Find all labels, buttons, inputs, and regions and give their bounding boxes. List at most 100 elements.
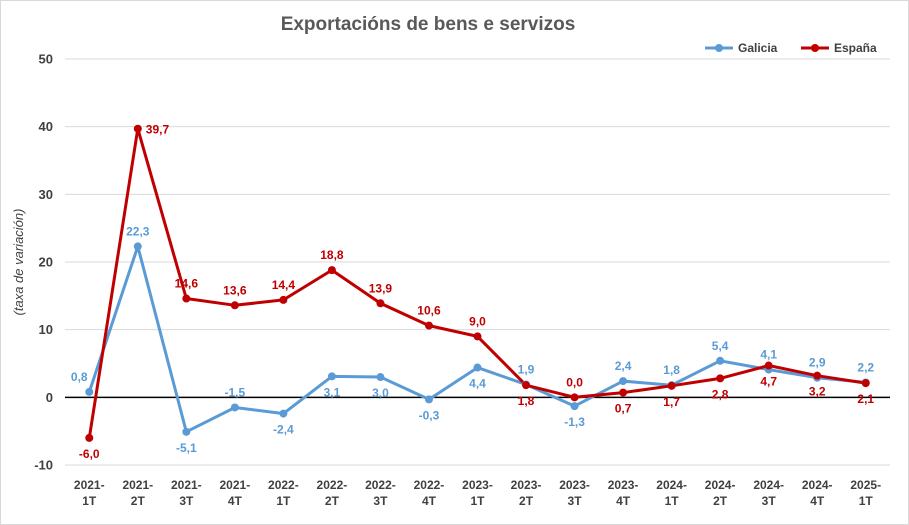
gridlines <box>65 58 890 466</box>
x-tick-label-quarter: 4T <box>810 494 825 508</box>
data-label-espana: 39,7 <box>146 123 170 137</box>
x-axis-ticks: 2021- 1T 2021- 2T 2021- 3T 2021- 4T 2022- 1T 2022-… <box>74 478 881 508</box>
y-tick-label: 10 <box>39 322 53 337</box>
data-point-galicia <box>473 363 482 372</box>
data-label-galicia: 2,4 <box>615 359 632 373</box>
data-point-españa <box>376 299 385 308</box>
data-label-galicia: -1,5 <box>225 385 246 399</box>
x-tick-label-quarter: 1T <box>665 494 680 508</box>
x-tick-label-quarter: 4T <box>616 494 631 508</box>
x-tick-label-quarter: 1T <box>276 494 291 508</box>
data-label-galicia: 5,4 <box>712 339 729 353</box>
x-tick-label-quarter: 3T <box>373 494 388 508</box>
data-label-espana: 4,7 <box>760 375 777 389</box>
data-point-galicia <box>182 427 191 436</box>
data-label-espana: 1,8 <box>518 394 535 408</box>
legend-label-galicia: Galicia <box>738 41 778 55</box>
data-point-galicia <box>376 373 385 382</box>
data-label-espana: 10,6 <box>417 304 441 318</box>
data-label-espana: -6,0 <box>79 447 100 461</box>
x-tick-label-year: 2022- <box>365 478 396 492</box>
series-line-españa <box>87 127 866 439</box>
x-tick-label-quarter: 2T <box>713 494 728 508</box>
data-label-galicia: 3,1 <box>324 385 341 399</box>
series-lines <box>87 127 866 439</box>
data-point-españa <box>424 321 433 330</box>
data-point-españa <box>619 388 628 397</box>
data-point-españa <box>716 374 725 383</box>
data-point-españa <box>861 379 870 388</box>
x-tick-label-year: 2021- <box>171 478 202 492</box>
data-point-españa <box>813 371 822 380</box>
y-tick-label: 50 <box>39 52 53 67</box>
data-label-espana: 2,8 <box>712 387 729 401</box>
data-point-galicia <box>85 387 94 396</box>
legend-marker-españa <box>811 44 819 52</box>
data-label-galicia: 4,1 <box>760 348 777 362</box>
data-label-galicia: 1,8 <box>663 363 680 377</box>
data-label-galicia: 0,8 <box>71 370 88 384</box>
x-tick-label-quarter: 3T <box>568 494 583 508</box>
data-labels: 0,8 -6,0 22,3 39,7 -5,1 14,6 -1,5 13,6 -2,4 14,4 3… <box>71 123 874 461</box>
data-label-espana: 0,7 <box>615 402 632 416</box>
y-tick-label: 40 <box>39 119 53 134</box>
data-label-espana: 14,6 <box>175 277 199 291</box>
x-tick-label-year: 2021- <box>74 478 105 492</box>
x-tick-label-year: 2022- <box>268 478 299 492</box>
x-tick-label-year: 2023- <box>511 478 542 492</box>
x-tick-label-year: 2022- <box>317 478 348 492</box>
legend: Galicia España <box>705 41 877 55</box>
data-label-espana: 14,4 <box>272 278 296 292</box>
data-label-espana: 1,7 <box>663 395 680 409</box>
legend-marker-galicia <box>715 44 723 52</box>
data-point-españa <box>133 124 142 133</box>
data-label-espana: 13,6 <box>223 283 247 297</box>
data-label-galicia: 1,9 <box>518 362 535 376</box>
data-label-espana: 13,9 <box>369 281 393 295</box>
x-tick-label-quarter: 4T <box>228 494 243 508</box>
data-label-galicia: -5,1 <box>176 441 197 455</box>
data-point-españa <box>667 381 676 390</box>
y-axis-ticks: -10 0 10 20 30 40 50 <box>34 52 53 473</box>
x-tick-label-year: 2023- <box>559 478 590 492</box>
y-tick-label: 0 <box>46 390 53 405</box>
series-points <box>85 124 870 442</box>
data-label-galicia: -1,3 <box>564 415 585 429</box>
y-axis-label: (taxa de variación) <box>11 209 26 316</box>
x-tick-label-year: 2025- <box>850 478 881 492</box>
data-label-galicia: 4,4 <box>469 377 486 391</box>
data-point-españa <box>85 433 94 442</box>
x-tick-label-year: 2021- <box>122 478 153 492</box>
data-point-españa <box>522 381 531 390</box>
x-tick-label-year: 2021- <box>220 478 251 492</box>
y-tick-label: -10 <box>34 458 53 473</box>
data-label-galicia: 2,2 <box>857 360 874 374</box>
x-tick-label-quarter: 1T <box>470 494 485 508</box>
x-tick-label-quarter: 1T <box>859 494 874 508</box>
x-tick-label-year: 2024- <box>705 478 736 492</box>
data-point-españa <box>764 361 773 370</box>
data-point-españa <box>570 393 579 402</box>
data-point-galicia <box>230 403 239 412</box>
x-tick-label-quarter: 3T <box>179 494 194 508</box>
data-label-galicia: 3,0 <box>372 386 389 400</box>
data-label-espana: 2,1 <box>857 392 874 406</box>
data-label-espana: 0,0 <box>566 375 583 389</box>
data-point-galicia <box>716 356 725 365</box>
data-label-galicia: -2,4 <box>273 423 294 437</box>
y-tick-label: 30 <box>39 187 53 202</box>
legend-label-españa: España <box>834 41 877 55</box>
data-point-galicia <box>619 377 628 386</box>
x-tick-label-year: 2024- <box>656 478 687 492</box>
y-tick-label: 20 <box>39 255 53 270</box>
data-label-galicia: 22,3 <box>126 224 150 238</box>
x-tick-label-quarter: 2T <box>325 494 340 508</box>
data-point-galicia <box>327 372 336 381</box>
data-label-espana: 3,2 <box>809 385 826 399</box>
data-point-españa <box>230 301 239 310</box>
x-tick-label-quarter: 2T <box>519 494 534 508</box>
data-point-galicia <box>133 242 142 251</box>
data-point-españa <box>182 294 191 303</box>
data-point-españa <box>279 295 288 304</box>
